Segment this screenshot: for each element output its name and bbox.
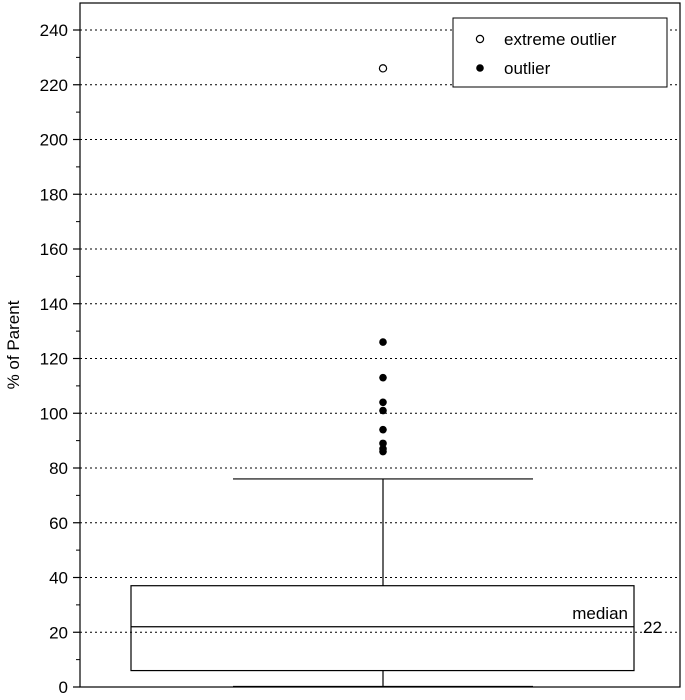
extreme-outlier-point xyxy=(378,64,388,73)
median-label: median xyxy=(572,604,628,623)
y-tick-label: 180 xyxy=(40,185,68,204)
outlier-point xyxy=(379,398,387,407)
outlier-point xyxy=(379,425,387,434)
y-tick-label: 140 xyxy=(40,295,68,314)
median-value-label: 22 xyxy=(643,618,662,637)
y-tick-label: 240 xyxy=(40,21,68,40)
outlier-point xyxy=(379,338,387,346)
y-tick-label: 0 xyxy=(59,678,68,697)
outlier-point xyxy=(379,373,387,382)
legend-outlier-label: outlier xyxy=(504,59,551,78)
y-tick-label: 40 xyxy=(49,569,68,588)
legend-extreme-outlier-label: extreme outlier xyxy=(504,30,617,49)
box-plot xyxy=(130,478,635,688)
y-tick-label: 20 xyxy=(49,623,68,642)
y-axis: 0 20 40 60 80 100 120 140 160 180 200 220 240 xyxy=(40,21,80,697)
outlier-point xyxy=(379,439,387,448)
legend-outlier-marker xyxy=(476,64,484,72)
outlier-points xyxy=(378,64,388,456)
y-tick-label: 80 xyxy=(49,459,68,478)
legend-box xyxy=(452,17,668,88)
plot-frame xyxy=(79,2,681,688)
outlier-point xyxy=(379,445,387,453)
legend: extreme outlier outlier xyxy=(452,17,668,88)
legend-extreme-outlier-marker xyxy=(475,34,485,44)
iqr-box xyxy=(130,585,635,672)
y-tick-label: 160 xyxy=(40,240,68,259)
y-tick-label: 60 xyxy=(49,514,68,533)
y-tick-label: 100 xyxy=(40,404,68,423)
gridlines xyxy=(80,29,680,633)
y-tick-label: 120 xyxy=(40,350,68,369)
outlier-point xyxy=(379,406,387,415)
y-tick-label: 200 xyxy=(40,131,68,150)
y-tick-label: 220 xyxy=(40,76,68,95)
y-axis-title: % of Parent xyxy=(4,300,23,389)
